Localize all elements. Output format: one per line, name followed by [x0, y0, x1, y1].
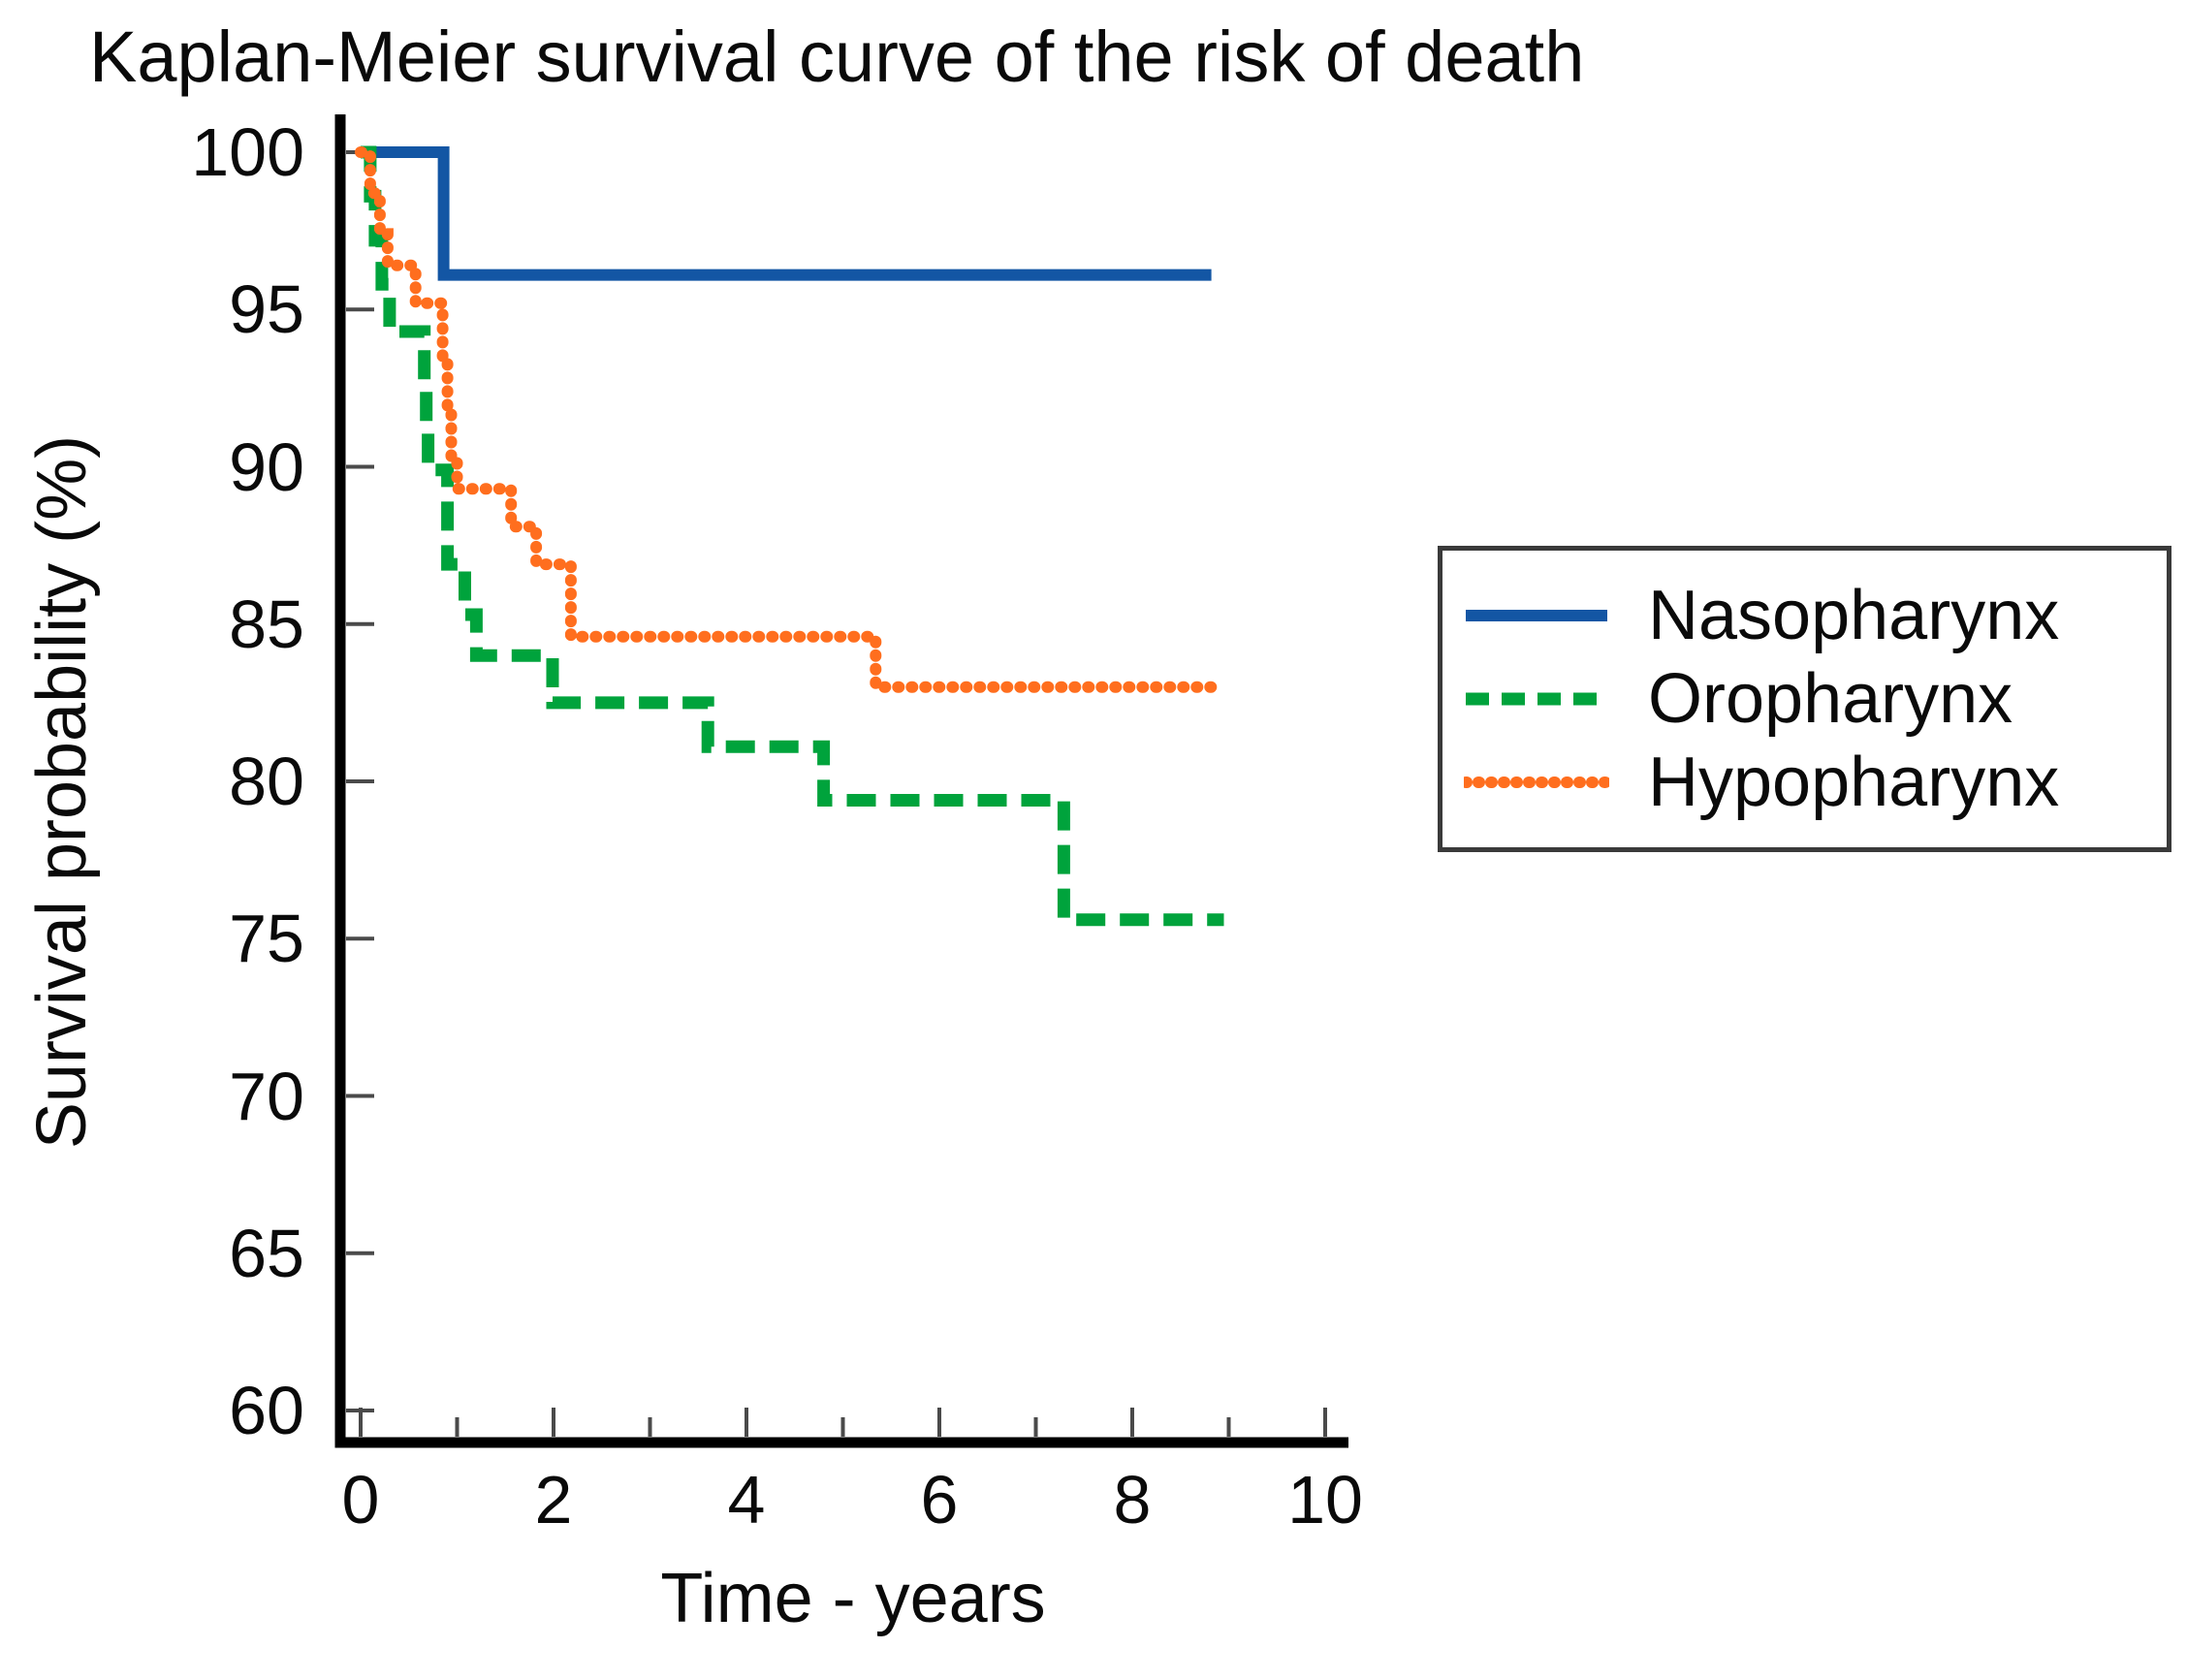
y-tick-label: 70 — [229, 1058, 304, 1134]
y-tick-label: 65 — [229, 1215, 304, 1291]
legend-label-nasopharynx: Nasopharynx — [1648, 577, 2060, 654]
legend-item-hypopharynx: Hypopharynx — [1464, 741, 2167, 824]
y-tick-label: 90 — [229, 428, 304, 505]
legend-label-oropharynx: Oropharynx — [1648, 660, 2013, 738]
oropharynx-curve — [361, 145, 1224, 927]
legend-item-oropharynx: Oropharynx — [1464, 657, 2167, 741]
y-tick-label: 75 — [229, 901, 304, 977]
x-axis-title: Time - years — [660, 1560, 1046, 1637]
hypopharynx-line-sample — [1464, 777, 1609, 788]
nasopharynx-line-sample — [1466, 610, 1607, 621]
y-tick-label: 95 — [229, 271, 304, 348]
nasopharynx-curve — [361, 146, 1212, 281]
x-tick-label: 6 — [920, 1462, 959, 1537]
hypopharynx-curve — [355, 146, 1225, 693]
x-tick-label: 8 — [1113, 1462, 1152, 1537]
legend-label-hypopharynx: Hypopharynx — [1648, 744, 2060, 821]
chart-title: Kaplan-Meier survival curve of the risk … — [89, 16, 1585, 97]
x-tick-label: 0 — [341, 1462, 380, 1537]
y-tick-label: 100 — [191, 114, 304, 190]
y-tick-label: 80 — [229, 744, 304, 819]
x-tick-label: 4 — [727, 1462, 766, 1537]
oropharynx-line-sample — [1466, 692, 1607, 706]
legend: Nasopharynx Oropharynx Hypopharynx — [1438, 546, 2171, 852]
legend-item-nasopharynx: Nasopharynx — [1464, 574, 2167, 657]
y-tick-label: 85 — [229, 586, 304, 662]
x-tick-label: 10 — [1287, 1462, 1363, 1537]
x-tick-label: 2 — [534, 1462, 573, 1537]
y-tick-label: 60 — [229, 1373, 304, 1448]
